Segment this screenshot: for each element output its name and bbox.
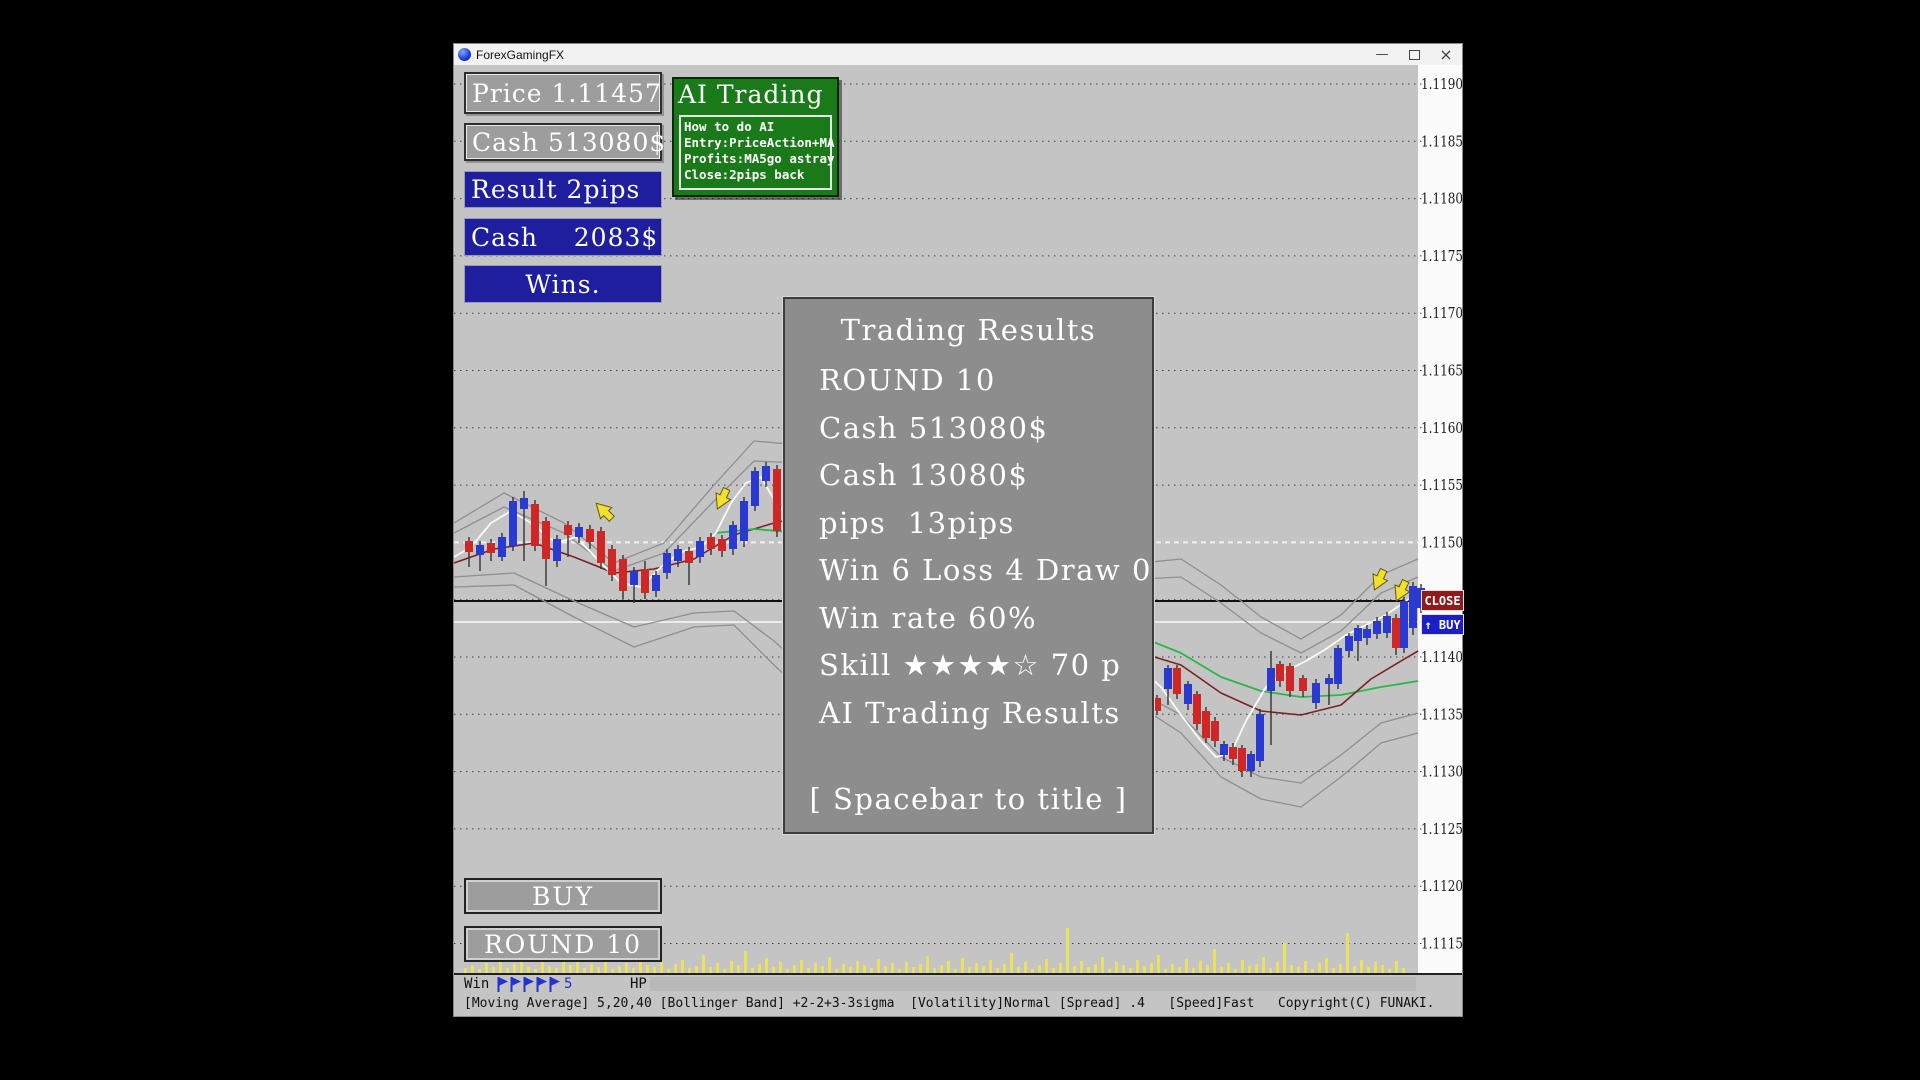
buy-marker-label: ↑ BUY: [1424, 617, 1461, 632]
svg-text:1.1155: 1.1155: [1421, 476, 1462, 494]
window-controls: — ×: [1366, 44, 1462, 65]
round-button-label: ROUND 10: [483, 929, 643, 959]
buy-button-label: BUY: [532, 881, 594, 911]
ai-trading-panel: AI Trading How to do AI Entry:PriceAction…: [672, 77, 839, 197]
svg-text:1.1135: 1.1135: [1421, 705, 1462, 723]
dialog-row: AI Trading Results: [819, 695, 1121, 730]
title-bar: ForexGamingFX — ×: [454, 44, 1462, 65]
price-display: Price 1.11457: [464, 72, 662, 114]
minimize-icon: —: [1375, 47, 1389, 62]
price-chart: 1.1190 1.1185 1.1180 1.1175 1.1170 1.1165 1.11…: [454, 65, 1462, 975]
ai-tip-line: Profits:MA5go astray: [684, 151, 835, 166]
dialog-row: ROUND 10: [819, 363, 996, 397]
svg-text:1.1125: 1.1125: [1421, 820, 1462, 838]
price-text: Price 1.11457: [472, 78, 662, 108]
dialog-row: Cash 13080$: [819, 458, 1029, 492]
dialog-title: Trading Results: [840, 313, 1097, 347]
win-flag-icon: [523, 977, 534, 992]
win-hp-statusbar: Win 5 HP: [464, 976, 1416, 993]
close-position-label: CLOSE: [1424, 593, 1461, 608]
hp-bar-track: [650, 977, 1416, 991]
ai-tip-line: Close:2pips back: [684, 167, 805, 182]
svg-text:1.1165: 1.1165: [1421, 362, 1462, 380]
svg-text:1.1120: 1.1120: [1421, 877, 1462, 895]
svg-text:1.1150: 1.1150: [1421, 533, 1462, 551]
dialog-footer-hint: [ Spacebar to title ]: [809, 782, 1128, 816]
buy-marker-button[interactable]: ↑ BUY: [1421, 614, 1464, 635]
ai-trading-title: AI Trading: [678, 80, 824, 109]
svg-text:1.1115: 1.1115: [1421, 935, 1462, 953]
ai-tip-line: Entry:PriceAction+MA: [684, 135, 835, 150]
svg-text:1.1160: 1.1160: [1421, 419, 1462, 437]
win-flag-icon: [497, 977, 508, 992]
dialog-row: Win 6 Loss 4 Draw 0: [819, 553, 1152, 587]
round-button[interactable]: ROUND 10: [464, 926, 662, 962]
dialog-row: Win rate 60%: [819, 600, 1038, 635]
svg-text:1.1175: 1.1175: [1421, 247, 1462, 265]
app-window: ForexGamingFX — × 1.1190 1.1185 1.1180 1.11…: [453, 43, 1464, 1017]
wins-display: Wins.: [464, 265, 662, 303]
svg-text:1.1170: 1.1170: [1421, 304, 1462, 322]
wins-text: Wins.: [525, 269, 601, 299]
svg-text:1.1140: 1.1140: [1421, 648, 1462, 666]
window-title: ForexGamingFX: [476, 47, 565, 62]
result-display: Result 2pips: [464, 171, 662, 208]
dialog-row: Cash 513080$: [819, 410, 1049, 445]
win-count: 5: [564, 976, 573, 992]
indicator-settings-text: [Moving Average] 5,20,40 [Bollinger Band…: [464, 996, 1435, 1011]
win-flag-icon: [549, 977, 560, 992]
cash-text: Cash 513080$: [472, 127, 667, 157]
close-icon: ×: [1439, 45, 1453, 64]
minimize-button[interactable]: —: [1366, 44, 1398, 65]
win-label: Win: [464, 976, 490, 992]
app-icon: [458, 48, 471, 61]
dialog-row: pips 13pips: [819, 505, 1015, 540]
win-flag-icon: [536, 977, 547, 992]
close-button[interactable]: ×: [1430, 44, 1462, 65]
win-flag-icons: [496, 976, 561, 992]
ai-trading-tips: How to do AI Entry:PriceAction+MA Profits:…: [679, 115, 835, 190]
svg-text:1.1130: 1.1130: [1421, 763, 1462, 781]
svg-text:1.1185: 1.1185: [1421, 132, 1462, 150]
round-cash-display: Cash 2083$: [464, 218, 662, 256]
dialog-rows: ROUND 10 Cash 513080$ Cash 13080$ pips 13pi…: [785, 357, 1152, 737]
maximize-button[interactable]: [1398, 44, 1430, 65]
chart-client-area: 1.1190 1.1185 1.1180 1.1175 1.1170 1.1165 1.11…: [454, 65, 1464, 1016]
ai-tip-line: How to do AI: [684, 119, 775, 134]
win-flag-icon: [510, 977, 521, 992]
result-text: Result 2pips: [471, 175, 641, 204]
svg-text:1.1180: 1.1180: [1421, 190, 1462, 208]
cash-display: Cash 513080$: [464, 123, 665, 161]
close-position-button[interactable]: CLOSE: [1421, 590, 1464, 611]
hp-label: HP: [630, 976, 647, 992]
trading-results-dialog: Trading Results ROUND 10 Cash 513080$ Cash…: [782, 296, 1155, 835]
maximize-icon: [1408, 49, 1420, 60]
buy-button[interactable]: BUY: [464, 878, 662, 914]
round-cash-text: Cash 2083$: [471, 222, 659, 252]
dialog-row: Skill ★★★★☆ 70 p: [819, 648, 1122, 682]
svg-text:1.1190: 1.1190: [1421, 75, 1462, 93]
